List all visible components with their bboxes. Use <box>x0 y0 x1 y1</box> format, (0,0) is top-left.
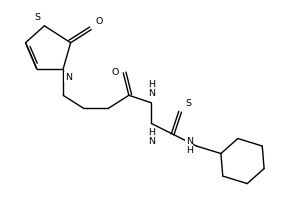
Text: S: S <box>185 99 191 108</box>
Text: H
N: H N <box>148 128 155 146</box>
Text: O: O <box>96 17 103 26</box>
Text: N
H: N H <box>186 137 193 155</box>
Text: N: N <box>65 73 72 82</box>
Text: H
N: H N <box>148 80 155 98</box>
Text: S: S <box>34 13 40 22</box>
Text: O: O <box>111 68 118 77</box>
